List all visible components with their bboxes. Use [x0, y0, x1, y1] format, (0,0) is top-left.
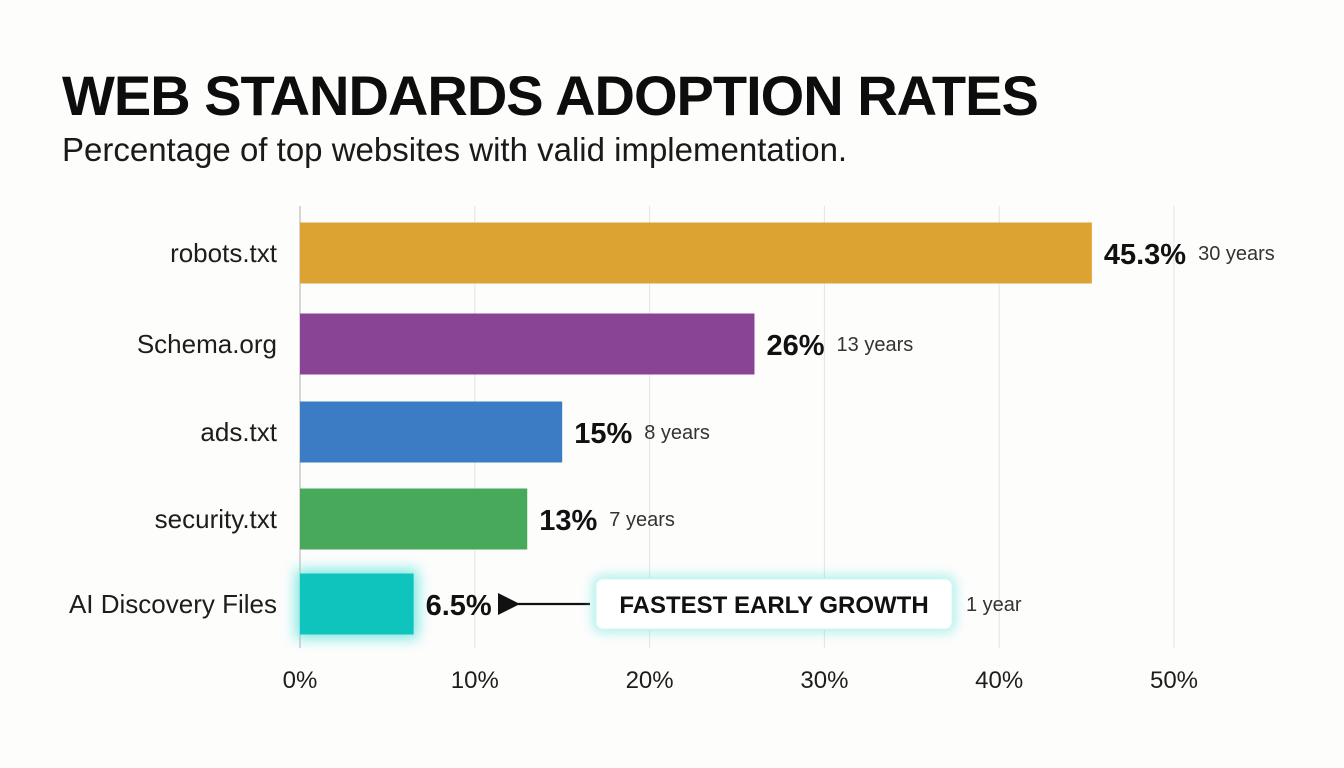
years-label: 30 years: [1198, 243, 1275, 265]
category-label: AI Discovery Files: [69, 589, 277, 619]
x-tick-label: 20%: [626, 667, 674, 694]
x-tick-label: 50%: [1150, 667, 1198, 694]
callout-text: FASTEST EARLY GROWTH: [619, 592, 928, 619]
value-label: 13%: [539, 505, 597, 537]
chart-subtitle: Percentage of top websites with valid im…: [62, 131, 848, 168]
category-label: robots.txt: [170, 238, 278, 268]
value-label: 26%: [766, 330, 824, 362]
x-tick-label: 40%: [975, 667, 1023, 694]
bar: [300, 222, 1092, 284]
years-label: 7 years: [609, 509, 675, 531]
category-label: ads.txt: [200, 417, 277, 447]
years-label: 13 years: [837, 334, 914, 356]
chart-title: WEB STANDARDS ADOPTION RATES: [62, 64, 1039, 127]
years-label: 1 year: [966, 594, 1022, 616]
callout-box: [595, 578, 953, 630]
category-label: Schema.org: [137, 329, 277, 359]
x-tick-label: 0%: [283, 667, 318, 694]
category-label: security.txt: [155, 504, 278, 534]
bar: [300, 313, 755, 375]
years-label: 8 years: [644, 422, 710, 444]
x-tick-label: 30%: [800, 667, 848, 694]
bar: [300, 401, 563, 463]
value-label: 15%: [574, 418, 632, 450]
bar: [300, 573, 414, 635]
bar: [300, 488, 528, 550]
value-label: 6.5%: [426, 590, 492, 622]
value-label: 45.3%: [1104, 239, 1186, 271]
x-tick-label: 10%: [451, 667, 499, 694]
